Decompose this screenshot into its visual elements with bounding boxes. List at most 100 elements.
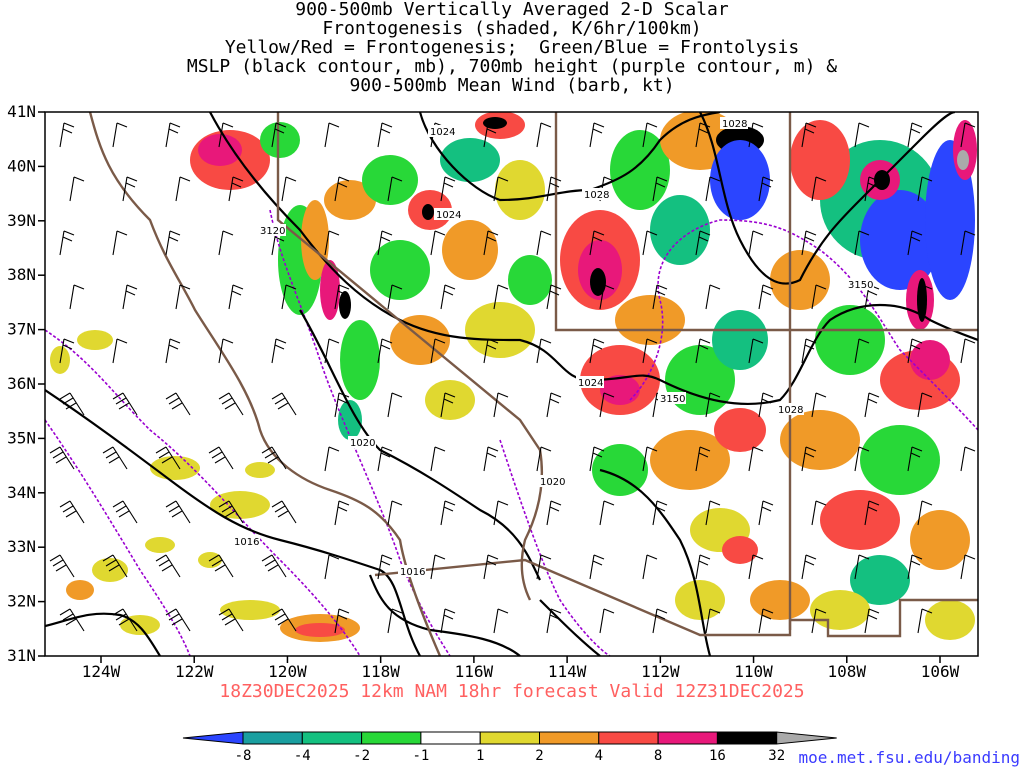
mslp-label: 1028 <box>778 405 803 416</box>
wind-barb <box>589 230 605 256</box>
wind-barb <box>387 176 403 202</box>
wind-barb <box>228 284 244 310</box>
colorbar-segment <box>539 731 600 745</box>
mslp-label: 1028 <box>584 190 609 201</box>
lat-tick-label: 32N <box>7 592 36 611</box>
wind-barb <box>334 608 350 634</box>
wind-barb <box>261 446 287 470</box>
lon-tick-label: 112W <box>641 662 680 681</box>
wind-barb <box>334 500 350 526</box>
wind-barb <box>281 284 297 310</box>
wind-barb <box>271 392 297 416</box>
wind-barb <box>155 446 181 470</box>
wind-barb <box>864 500 880 526</box>
wind-barb <box>218 230 234 256</box>
wind-barb <box>218 122 234 148</box>
wind-barb <box>228 176 244 202</box>
wind-barb <box>334 284 350 310</box>
wind-barb <box>271 608 297 632</box>
wind-barb <box>642 338 658 364</box>
wind-barb <box>261 554 287 578</box>
wind-barb <box>324 338 340 364</box>
lon-tick-label: 120W <box>268 662 307 681</box>
lon-tick-label: 116W <box>455 662 494 681</box>
wind-barb <box>271 338 287 364</box>
wind-barb <box>281 176 297 202</box>
wind-barb <box>854 338 870 364</box>
wind-barb <box>758 608 774 634</box>
wind-barb <box>811 500 827 526</box>
california-nevada-border <box>276 112 541 451</box>
wind-barb <box>483 122 499 148</box>
wind-barb <box>122 284 138 310</box>
wind-barb <box>695 338 711 364</box>
wind-barb <box>642 230 658 256</box>
mslp-contour <box>699 112 956 285</box>
wind-barb <box>907 554 923 580</box>
wind-barb <box>705 284 721 310</box>
wind-barb <box>493 284 509 310</box>
frontogenesis-shading <box>50 112 977 642</box>
mslp-label: 1016 <box>234 537 259 548</box>
wind-barb <box>69 176 85 202</box>
wind-barb <box>493 500 509 526</box>
colorbar-segment <box>598 731 659 745</box>
wind-barb <box>695 230 711 256</box>
colorado-river-border <box>520 449 544 601</box>
height-label: 3150 <box>660 394 685 405</box>
wind-barb <box>546 608 562 634</box>
wind-barb <box>175 284 191 310</box>
wind-barb <box>208 554 234 578</box>
coastline <box>88 112 442 656</box>
wind-barb <box>907 446 923 472</box>
wind-barb <box>546 500 562 526</box>
wind-barb <box>748 122 764 148</box>
source-url-link[interactable]: moe.met.fsu.edu/banding <box>798 748 1020 767</box>
lat-tick-label: 36N <box>7 374 36 393</box>
wind-barb <box>165 500 191 524</box>
colorbar-segment <box>479 731 541 745</box>
mslp-label: 1020 <box>540 477 565 488</box>
mslp-label: 1024 <box>436 210 461 221</box>
wind-barb <box>811 392 827 418</box>
colorbar-tick-label: -1 <box>412 748 429 764</box>
wind-barb <box>536 230 552 256</box>
mslp-label: 1020 <box>350 438 375 449</box>
wind-barb <box>705 500 721 526</box>
wind-barb <box>377 122 393 148</box>
map-plot-area: 1024 1024 1028 1028 1024 1028 1020 1020 … <box>45 112 978 656</box>
wind-barb <box>748 338 764 364</box>
height-contour <box>629 219 978 431</box>
wind-barb <box>430 338 446 364</box>
wind-barb <box>59 392 85 416</box>
title-line-4: MSLP (black contour, mb), 700mb height (… <box>186 56 838 77</box>
longitude-axis: 124W 122W 120W 118W 116W 114W 112W 110W 108W 106W <box>82 656 960 681</box>
wind-barb <box>377 230 393 256</box>
wind-barb <box>758 392 774 418</box>
wind-barb <box>440 608 456 634</box>
wind-barb <box>854 230 870 256</box>
wind-barb <box>387 284 403 310</box>
mslp-label: 1016 <box>400 567 425 578</box>
lon-tick-label: 106W <box>921 662 960 681</box>
mslp-label: 1024 <box>578 378 603 389</box>
wind-barbs <box>49 122 976 634</box>
lat-tick-label: 34N <box>7 483 36 502</box>
colorbar-tick-label: 1 <box>476 748 484 764</box>
wind-barb <box>218 608 244 632</box>
wind-barb <box>483 446 499 472</box>
lat-tick-label: 33N <box>7 537 36 556</box>
wind-barb <box>960 122 976 148</box>
wind-barb <box>536 554 552 580</box>
wind-barb <box>218 392 244 416</box>
mslp-contour <box>299 309 541 581</box>
wind-barb <box>917 284 933 310</box>
title-line-5: 900-500mb Mean Wind (barb, kt) <box>349 75 675 96</box>
height-label: 3150 <box>848 280 873 291</box>
wind-barb <box>599 500 615 526</box>
wind-barb <box>546 392 562 418</box>
wind-barb <box>387 500 403 526</box>
wind-barb <box>960 230 976 256</box>
colorbar-tick-label: -8 <box>235 748 252 764</box>
wind-barb <box>960 446 976 472</box>
